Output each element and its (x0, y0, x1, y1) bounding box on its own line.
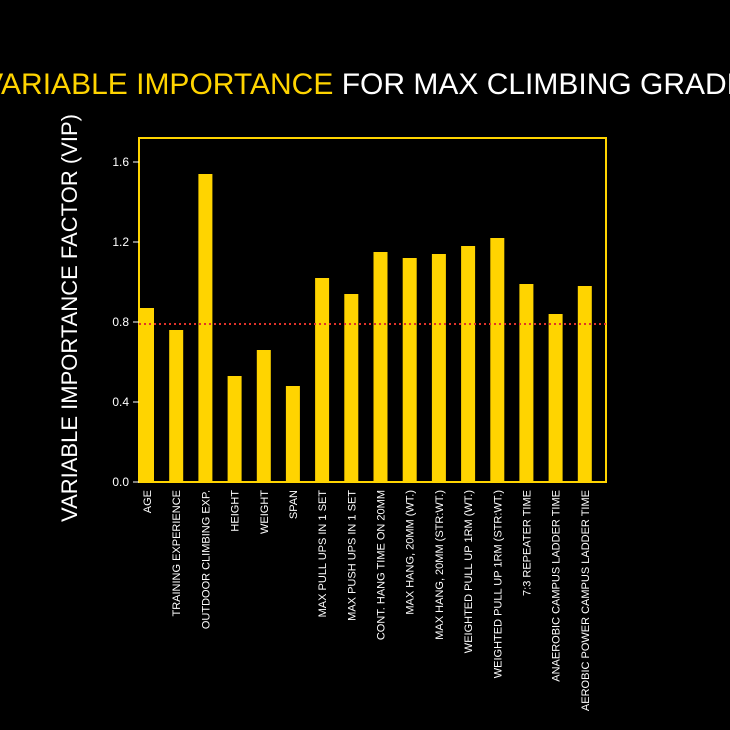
bar-2 (198, 174, 213, 482)
x-category-label-0: AGE (142, 490, 154, 513)
bar-0 (140, 308, 154, 482)
x-category-label-7: MAX PUSH UPS IN 1 SET (346, 490, 358, 621)
y-tick-label-1: 0.4 (112, 395, 129, 409)
x-category-label-9: MAX HANG, 20MM (WT.) (405, 490, 417, 615)
bar-5 (285, 386, 300, 482)
bar-7 (344, 294, 359, 482)
bar-8 (373, 252, 388, 482)
x-category-label-5: SPAN (288, 490, 300, 519)
bar-9 (402, 258, 417, 482)
y-tick-label-2: 0.8 (112, 315, 129, 329)
bar-3 (227, 376, 242, 482)
chart-title-highlight: VARIABLE IMPORTANCE (0, 68, 333, 101)
x-category-label-2: OUTDOOR CLIMBING EXP. (200, 490, 212, 629)
bar-10 (431, 254, 446, 482)
bar-4 (256, 350, 271, 482)
bar-13 (519, 284, 534, 482)
chart-title: VARIABLE IMPORTANCE FOR MAX CLIMBING GRA… (0, 68, 730, 101)
bar-11 (461, 246, 476, 482)
bar-1 (169, 330, 184, 482)
x-category-label-10: MAX HANG, 20MM (STR:WT.) (434, 490, 446, 640)
x-category-label-3: HEIGHT (230, 490, 242, 532)
y-tick-label-4: 1.6 (112, 155, 129, 169)
bar-14 (548, 314, 563, 482)
bar-6 (315, 278, 330, 482)
x-category-label-8: CONT. HANG TIME ON 20MM (376, 490, 388, 640)
x-category-label-11: WEIGHTED PULL UP 1RM (WT.) (463, 490, 475, 653)
x-category-label-1: TRAINING EXPERIENCE (171, 490, 183, 617)
y-tick-label-3: 1.2 (112, 235, 129, 249)
x-category-label-12: WEIGHTED PULL UP 1RM (STR:WT.) (492, 490, 504, 678)
y-axis-ticks: 0.0 0.4 0.8 1.2 1.6 (112, 155, 139, 489)
x-category-label-15: AEROBIC POWER CAMPUS LADDER TIME (580, 490, 592, 711)
plot-area: 0.0 0.4 0.8 1.2 1.6 AGE TRAINING EXPERIENCE OU… (112, 137, 607, 711)
bar-15 (577, 286, 592, 482)
x-axis-categories: AGE TRAINING EXPERIENCE OUTDOOR CLIMBING E… (142, 490, 592, 711)
x-category-label-13: 7:3 REPEATER TIME (521, 490, 533, 596)
y-axis-label: VARIABLE IMPORTANCE FACTOR (VIP) (57, 114, 82, 522)
x-category-label-6: MAX PULL UPS IN 1 SET (317, 490, 329, 618)
bars (140, 174, 592, 482)
x-category-label-4: WEIGHT (259, 490, 271, 534)
bar-12 (490, 238, 505, 482)
x-category-label-14: ANAEROBIC CAMPUS LADDER TIME (551, 490, 563, 682)
y-tick-label-0: 0.0 (112, 475, 129, 489)
chart-title-rest: FOR MAX CLIMBING GRADE (342, 68, 730, 101)
plot-frame (138, 137, 607, 483)
